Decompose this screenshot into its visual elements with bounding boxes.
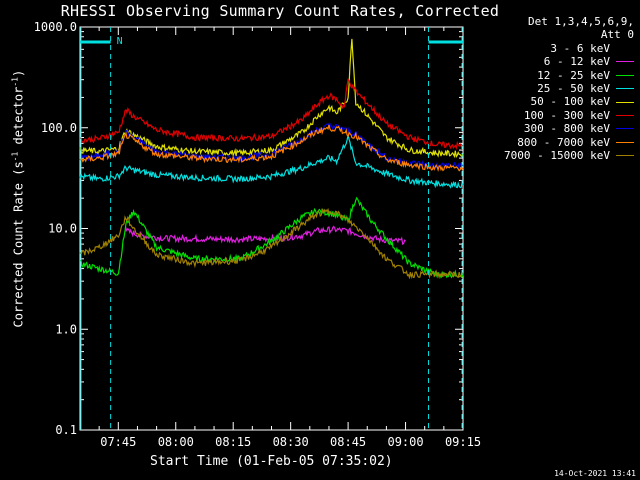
y-tick-label: 10.0 bbox=[48, 222, 77, 236]
y-tick-label: 0.1 bbox=[55, 423, 77, 437]
legend-item-swatch bbox=[616, 74, 634, 76]
legend-item: 800 - 7000 keV bbox=[474, 136, 634, 149]
legend-item: 7000 - 15000 keV bbox=[474, 149, 634, 162]
y-axis-label-part: detector bbox=[11, 86, 26, 152]
legend-item-label: 7000 - 15000 keV bbox=[504, 149, 610, 163]
series-line bbox=[79, 38, 464, 159]
marks-layer: N bbox=[80, 27, 463, 430]
y-axis-label-sup: -1 bbox=[10, 77, 20, 87]
legend-item-label: 3 - 6 keV bbox=[550, 41, 610, 55]
chart-title: RHESSI Observing Summary Count Rates, Co… bbox=[60, 2, 500, 20]
legend-item-label: 12 - 25 keV bbox=[537, 68, 610, 82]
series-line bbox=[79, 207, 464, 280]
legend-item-swatch bbox=[616, 88, 634, 90]
legend-item-swatch bbox=[616, 61, 634, 63]
y-axis-label-part: Corrected Count Rate (s bbox=[11, 161, 26, 328]
series-line bbox=[79, 134, 464, 189]
x-tick-label: 08:15 bbox=[215, 435, 251, 449]
legend-item-label: 300 - 800 keV bbox=[523, 122, 610, 136]
legend-header-2: Att 0 bbox=[600, 28, 634, 42]
y-tick-label: 1.0 bbox=[55, 322, 77, 336]
series-line bbox=[79, 196, 464, 279]
legend-header-1: Det 1,3,4,5,6,9, bbox=[528, 15, 634, 28]
legend-item-label: 50 - 100 keV bbox=[530, 95, 610, 109]
series-line bbox=[79, 78, 464, 151]
y-axis-label-sup: -1 bbox=[10, 151, 20, 162]
axes: 1000.0 100.0 10.0 1.0 0.1 07:45 08:00 08:15 08:3… bbox=[34, 20, 481, 449]
legend-item-label: 100 - 300 keV bbox=[523, 108, 610, 122]
x-tick-label: 08:45 bbox=[330, 435, 366, 449]
legend-item: 50 - 100 keV bbox=[474, 95, 634, 108]
series-line bbox=[125, 225, 406, 246]
legend-item-label: 800 - 7000 keV bbox=[517, 135, 610, 149]
legend-item: 300 - 800 keV bbox=[474, 122, 634, 135]
legend-item: 3 - 6 keV bbox=[474, 42, 634, 55]
legend-item-swatch bbox=[616, 128, 634, 130]
x-tick-label: 08:00 bbox=[158, 435, 194, 449]
attenuator-marker-label: N bbox=[117, 36, 123, 47]
legend-item: 6 - 12 keV bbox=[474, 55, 634, 68]
x-axis-label: Start Time (01-Feb-05 07:35:02) bbox=[150, 454, 393, 469]
y-axis-label: Corrected Count Rate (s-1 detector-1) bbox=[10, 70, 26, 328]
legend-item-swatch bbox=[616, 101, 634, 103]
legend-item-swatch bbox=[616, 48, 634, 50]
legend-item: 25 - 50 keV bbox=[474, 82, 634, 95]
series-line bbox=[79, 124, 464, 173]
x-tick-label: 07:45 bbox=[100, 435, 136, 449]
legend: Det 1,3,4,5,6,9, Att 0 3 - 6 keV 6 - 12 k… bbox=[474, 15, 634, 162]
x-tick-label: 09:00 bbox=[387, 435, 423, 449]
footer-timestamp: 14-Oct-2021 13:41 bbox=[554, 469, 636, 478]
y-tick-label: 100.0 bbox=[41, 121, 77, 135]
legend-item-swatch bbox=[616, 155, 634, 157]
series-line bbox=[79, 122, 464, 170]
legend-item-swatch bbox=[616, 115, 634, 117]
y-axis-label-part: ) bbox=[11, 69, 26, 78]
x-tick-label: 09:15 bbox=[445, 435, 481, 449]
legend-item-label: 6 - 12 keV bbox=[543, 55, 610, 69]
legend-item-swatch bbox=[616, 141, 634, 143]
legend-item: 12 - 25 keV bbox=[474, 69, 634, 82]
legend-item: 100 - 300 keV bbox=[474, 109, 634, 122]
y-tick-label: 1000.0 bbox=[34, 20, 77, 34]
legend-item-label: 25 - 50 keV bbox=[537, 82, 610, 96]
series-line bbox=[125, 274, 407, 334]
legend-rows: 3 - 6 keV 6 - 12 keV 12 - 25 keV 25 - 50 ke… bbox=[474, 42, 634, 163]
plot-frame bbox=[79, 26, 464, 431]
series-layer bbox=[79, 38, 464, 334]
x-tick-label: 08:30 bbox=[273, 435, 309, 449]
